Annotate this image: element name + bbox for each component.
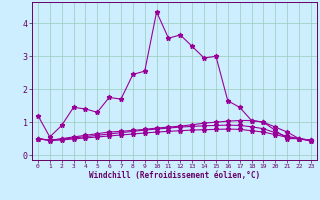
X-axis label: Windchill (Refroidissement éolien,°C): Windchill (Refroidissement éolien,°C) bbox=[89, 171, 260, 180]
